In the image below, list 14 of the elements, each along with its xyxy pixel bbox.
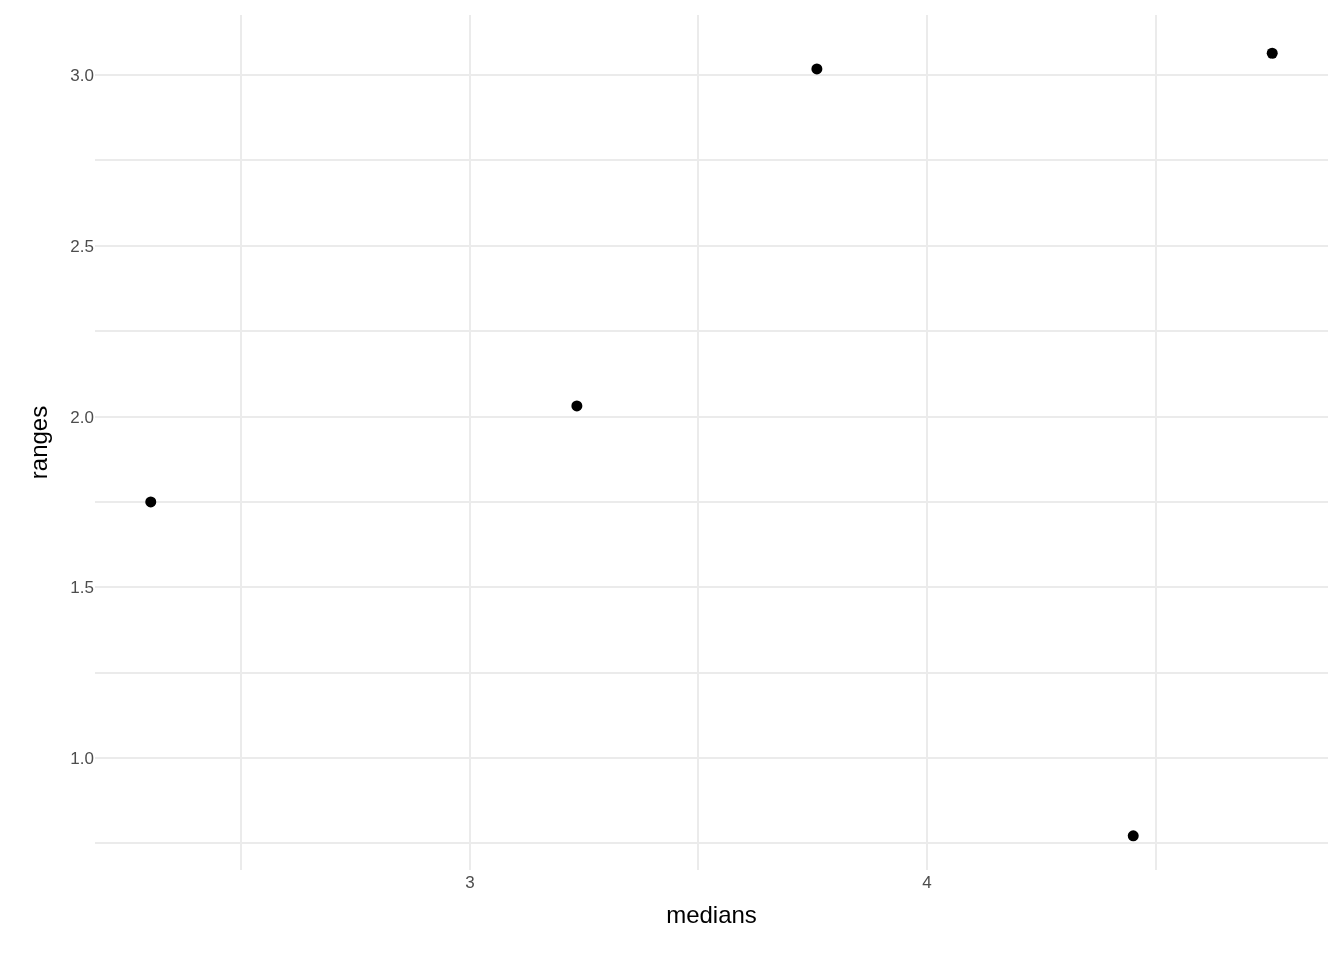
point [1127, 830, 1139, 842]
point [571, 400, 583, 412]
x-axis-title: medians [666, 901, 757, 929]
point [1266, 47, 1278, 59]
y-axis-title: ranges [25, 405, 53, 480]
point [145, 496, 157, 508]
y-tick-label: 1.0 [70, 748, 94, 768]
y-tick-label: 2.5 [70, 236, 94, 256]
y-tick-label: 2.0 [70, 407, 94, 427]
x-tick-label: 4 [922, 873, 932, 892]
point [811, 63, 823, 75]
y-tick-label: 3.0 [70, 66, 94, 86]
y-tick-label: 1.5 [70, 578, 94, 598]
x-tick-label: 3 [465, 873, 475, 892]
